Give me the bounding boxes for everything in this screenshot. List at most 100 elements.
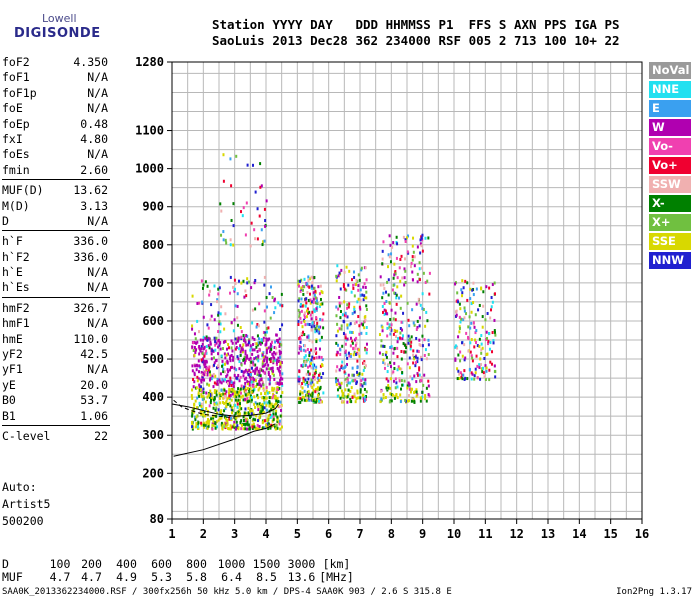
echo-point [305, 301, 308, 305]
echo-point [418, 338, 421, 342]
echo-point [340, 301, 343, 305]
echo-point [229, 243, 232, 247]
echo-point [249, 356, 252, 360]
echo-point [351, 366, 354, 370]
echo-point [384, 395, 387, 399]
echo-point [244, 407, 247, 411]
echo-point [344, 349, 347, 353]
echo-point [297, 323, 300, 327]
echo-point [365, 390, 368, 394]
echo-point [270, 347, 273, 351]
param-row: h`F2 336.0 [2, 250, 110, 265]
echo-point [307, 390, 310, 394]
echo-point [425, 386, 428, 390]
echo-point [243, 336, 246, 340]
echo-point [244, 427, 247, 431]
muf-row-value: [MHz] [319, 570, 354, 584]
echo-point [354, 378, 357, 382]
echo-point [480, 342, 483, 346]
echo-point [223, 352, 226, 356]
echo-point [475, 287, 478, 291]
echo-point [309, 364, 312, 368]
echo-point [419, 379, 422, 383]
echo-point [200, 393, 203, 397]
echo-point [232, 382, 235, 386]
echo-point [280, 408, 283, 412]
header-label-row: Station YYYY DAY DDD HHMMSS P1 FFS S AXN PPS IGA PS [212, 17, 627, 33]
echo-point [198, 352, 201, 356]
echo-point [216, 425, 219, 429]
echo-point [423, 373, 426, 377]
echo-point [407, 234, 410, 238]
echo-point [224, 312, 227, 316]
echo-point [230, 321, 233, 325]
echo-point [274, 352, 277, 356]
x-tick-label: 6 [325, 527, 332, 541]
echo-point [229, 238, 232, 242]
echo-point [478, 337, 481, 341]
echo-point [299, 337, 302, 341]
echo-point [209, 401, 212, 405]
echo-point [200, 344, 203, 348]
echo-point [379, 389, 382, 393]
echo-point [305, 315, 308, 319]
echo-point [265, 396, 268, 400]
echo-point [353, 275, 356, 279]
echo-point [242, 279, 245, 283]
echo-point [383, 301, 386, 305]
echo-point [215, 359, 218, 363]
echo-point [251, 361, 254, 365]
echo-point [230, 383, 233, 387]
echo-point [313, 275, 316, 279]
echo-point [204, 352, 207, 356]
echo-point [409, 265, 412, 269]
echo-point [267, 427, 270, 431]
echo-point [201, 373, 204, 377]
y-tick-label: 200 [142, 466, 164, 480]
echo-point [202, 391, 205, 395]
echo-point [202, 387, 205, 391]
echo-point [193, 402, 196, 406]
echo-point [299, 390, 302, 394]
echo-point [414, 390, 417, 394]
echo-point [398, 367, 401, 371]
echo-point [347, 393, 350, 397]
echo-point [357, 284, 360, 288]
echo-point [252, 417, 255, 421]
echo-point [298, 377, 301, 381]
echo-point [267, 377, 270, 381]
echo-point [250, 286, 253, 290]
echo-point [257, 341, 260, 345]
param-value: 4.350 [73, 55, 108, 69]
echo-point [342, 285, 345, 289]
echo-point [406, 301, 409, 305]
echo-point [280, 382, 283, 386]
echo-point [233, 420, 236, 424]
echo-point [344, 333, 347, 337]
echo-point [268, 357, 271, 361]
echo-point [245, 390, 248, 394]
echo-point [297, 283, 300, 287]
echo-point [251, 419, 254, 423]
echo-point [321, 358, 324, 362]
echo-point [260, 410, 263, 414]
echo-point [484, 318, 487, 322]
echo-point [307, 396, 310, 400]
echo-point [242, 206, 245, 210]
echo-point [231, 349, 234, 353]
echo-point [261, 341, 264, 345]
echo-point [223, 422, 226, 426]
echo-point [257, 354, 260, 358]
echo-point [312, 366, 315, 370]
echo-point [360, 379, 363, 383]
echo-point [412, 398, 415, 402]
echo-point [318, 378, 321, 382]
echo-point [358, 354, 361, 358]
echo-point [314, 296, 317, 300]
echo-point [299, 347, 302, 351]
echo-point [197, 370, 200, 374]
echo-point [266, 419, 269, 423]
echo-point [251, 352, 254, 356]
echo-point [269, 426, 272, 430]
param-name: MUF(D) [2, 183, 44, 198]
